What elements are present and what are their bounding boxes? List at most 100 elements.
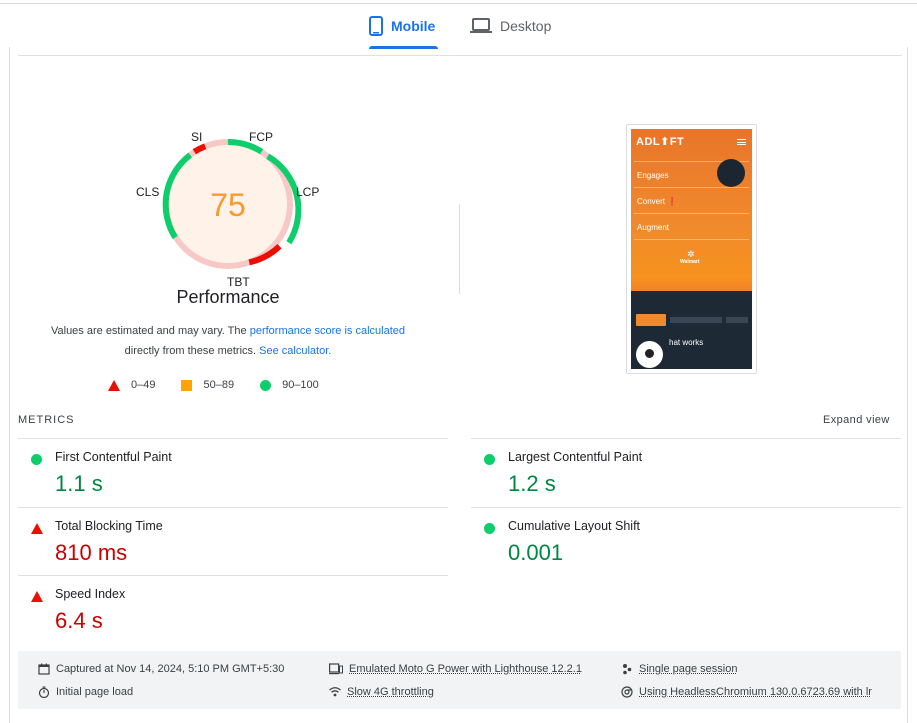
vertical-divider bbox=[459, 204, 460, 294]
metric-fcp: First Contentful Paint 1.1 s bbox=[18, 438, 448, 506]
tab-desktop[interactable]: Desktop bbox=[470, 4, 551, 48]
gauge-ring: 75 bbox=[162, 138, 302, 269]
gauge-label-si: SI bbox=[191, 130, 203, 144]
metric-label: Speed Index bbox=[55, 587, 126, 601]
metric-tbt: Total Blocking Time 810 ms bbox=[18, 507, 448, 575]
metric-lcp: Largest Contentful Paint 1.2 s bbox=[471, 438, 901, 506]
estimate-note: Values are estimated and may vary. The p… bbox=[18, 321, 438, 361]
people-icon bbox=[623, 664, 632, 675]
metrics-heading: METRICS bbox=[18, 414, 75, 426]
gauge-arc-lcp bbox=[266, 153, 302, 245]
captured-at-text: Captured at Nov 14, 2024, 5:10 PM GMT+5:… bbox=[56, 663, 285, 675]
spark-icon: ✲ bbox=[687, 249, 695, 259]
initial-load-text: Initial page load bbox=[56, 686, 134, 698]
metric-si: Speed Index 6.4 s bbox=[18, 575, 448, 643]
screenshot-row-label: Engages bbox=[637, 171, 669, 180]
throttling-item[interactable]: Slow 4G throttling bbox=[329, 685, 434, 699]
screenshot-row-label: Augment bbox=[637, 223, 670, 232]
screenshot-pill bbox=[636, 314, 666, 326]
metric-label: Largest Contentful Paint bbox=[508, 450, 643, 464]
emulated-device-item[interactable]: Emulated Moto G Power with Lighthouse 12… bbox=[329, 662, 582, 676]
legend-good: 90–100 bbox=[260, 379, 319, 391]
right-border bbox=[907, 47, 908, 723]
poor-triangle-icon bbox=[31, 523, 43, 534]
screenshot-avatar bbox=[636, 341, 663, 368]
gauge-label-tbt: TBT bbox=[227, 275, 250, 289]
screenshot-row: Augment bbox=[634, 213, 749, 239]
captured-at-item: Captured at Nov 14, 2024, 5:10 PM GMT+5:… bbox=[38, 662, 284, 676]
legend-poor: 0–49 bbox=[108, 379, 155, 391]
note-text-2: directly from these metrics. bbox=[124, 345, 260, 357]
screenshot-brand: Walmart bbox=[680, 259, 700, 265]
smartphone-icon bbox=[369, 16, 383, 36]
metric-value: 0.001 bbox=[508, 540, 564, 565]
screenshot-logo: ADL⬆FT bbox=[636, 136, 685, 148]
content-divider bbox=[18, 55, 902, 56]
screenshot-content: ADL⬆FT Engages Convert ❗ Augment ✲ Walma… bbox=[631, 129, 752, 369]
metric-value: 6.4 s bbox=[55, 608, 103, 633]
emulated-device-text[interactable]: Emulated Moto G Power with Lighthouse 12… bbox=[349, 663, 582, 675]
session-item[interactable]: Single page session bbox=[621, 662, 737, 676]
screenshot-badge bbox=[717, 159, 745, 187]
tab-mobile[interactable]: Mobile bbox=[369, 4, 435, 48]
note-text-1: Values are estimated and may vary. The bbox=[50, 325, 250, 337]
metric-label: Total Blocking Time bbox=[55, 519, 163, 533]
metric-cls: Cumulative Layout Shift 0.001 bbox=[471, 507, 901, 575]
wifi-icon bbox=[329, 687, 341, 697]
tab-desktop-label: Desktop bbox=[500, 18, 552, 34]
good-circle-icon bbox=[484, 523, 495, 534]
timer-icon bbox=[38, 686, 50, 698]
legend-good-label: 90–100 bbox=[282, 379, 319, 391]
initial-load-item: Initial page load bbox=[38, 685, 133, 699]
laptop-icon bbox=[470, 18, 492, 33]
legend-average-label: 50–89 bbox=[203, 379, 235, 391]
calendar-icon bbox=[38, 663, 50, 675]
screenshot-row: Engages bbox=[634, 161, 749, 187]
square-icon bbox=[181, 379, 193, 391]
metric-value: 1.1 s bbox=[55, 471, 103, 496]
score-calculated-link[interactable]: performance score is calculated bbox=[249, 325, 405, 337]
legend-poor-label: 0–49 bbox=[131, 379, 156, 391]
poor-triangle-icon bbox=[31, 591, 43, 602]
screenshot-pill bbox=[726, 317, 748, 323]
metric-value: 810 ms bbox=[55, 540, 128, 565]
hamburger-icon bbox=[737, 139, 746, 145]
runtime-settings: Captured at Nov 14, 2024, 5:10 PM GMT+5:… bbox=[18, 651, 901, 709]
browser-item[interactable]: Using HeadlessChromium 130.0.6723.69 wit… bbox=[621, 685, 872, 699]
expand-view-button[interactable]: Expand view bbox=[823, 414, 890, 426]
performance-title: Performance bbox=[176, 287, 280, 307]
screenshot-row-label: Convert ❗ bbox=[637, 197, 678, 206]
screenshot-row: Convert ❗ bbox=[634, 187, 749, 213]
metric-label: Cumulative Layout Shift bbox=[508, 519, 641, 533]
device-icon bbox=[329, 663, 343, 675]
chrome-icon bbox=[621, 686, 633, 698]
gauge-arc-fcp bbox=[227, 138, 264, 155]
active-tab-indicator bbox=[369, 46, 438, 49]
score-legend: 0–49 50–89 90–100 bbox=[108, 377, 345, 393]
page-screenshot-thumbnail[interactable]: ADL⬆FT Engages Convert ❗ Augment ✲ Walma… bbox=[626, 124, 757, 374]
good-circle-icon bbox=[31, 454, 42, 465]
metric-value: 1.2 s bbox=[508, 471, 556, 496]
gauge-arc-si bbox=[192, 143, 207, 155]
metric-label: First Contentful Paint bbox=[55, 450, 172, 464]
screenshot-pill bbox=[670, 317, 722, 323]
triangle-icon bbox=[108, 379, 120, 391]
gauge-arc-cls bbox=[162, 152, 193, 240]
gauge-label-lcp: LCP bbox=[296, 185, 320, 199]
performance-gauge: 75 SI FCP LCP TBT CLS bbox=[130, 125, 330, 295]
gauge-label-cls: CLS bbox=[136, 185, 160, 199]
circle-icon bbox=[260, 379, 272, 391]
good-circle-icon bbox=[484, 454, 495, 465]
legend-average: 50–89 bbox=[181, 379, 234, 391]
see-calculator-link[interactable]: See calculator. bbox=[259, 345, 332, 357]
performance-score: 75 bbox=[210, 187, 246, 223]
gauge-label-fcp: FCP bbox=[249, 130, 273, 144]
session-text[interactable]: Single page session bbox=[639, 663, 738, 675]
screenshot-caption: hat works bbox=[669, 338, 704, 347]
browser-text[interactable]: Using HeadlessChromium 130.0.6723.69 wit… bbox=[639, 686, 872, 698]
tab-mobile-label: Mobile bbox=[391, 18, 436, 34]
throttling-text[interactable]: Slow 4G throttling bbox=[347, 686, 434, 698]
gauge-arc-tbt bbox=[248, 243, 282, 266]
device-tabs: Mobile Desktop bbox=[0, 4, 917, 49]
screenshot-divider bbox=[634, 239, 749, 240]
